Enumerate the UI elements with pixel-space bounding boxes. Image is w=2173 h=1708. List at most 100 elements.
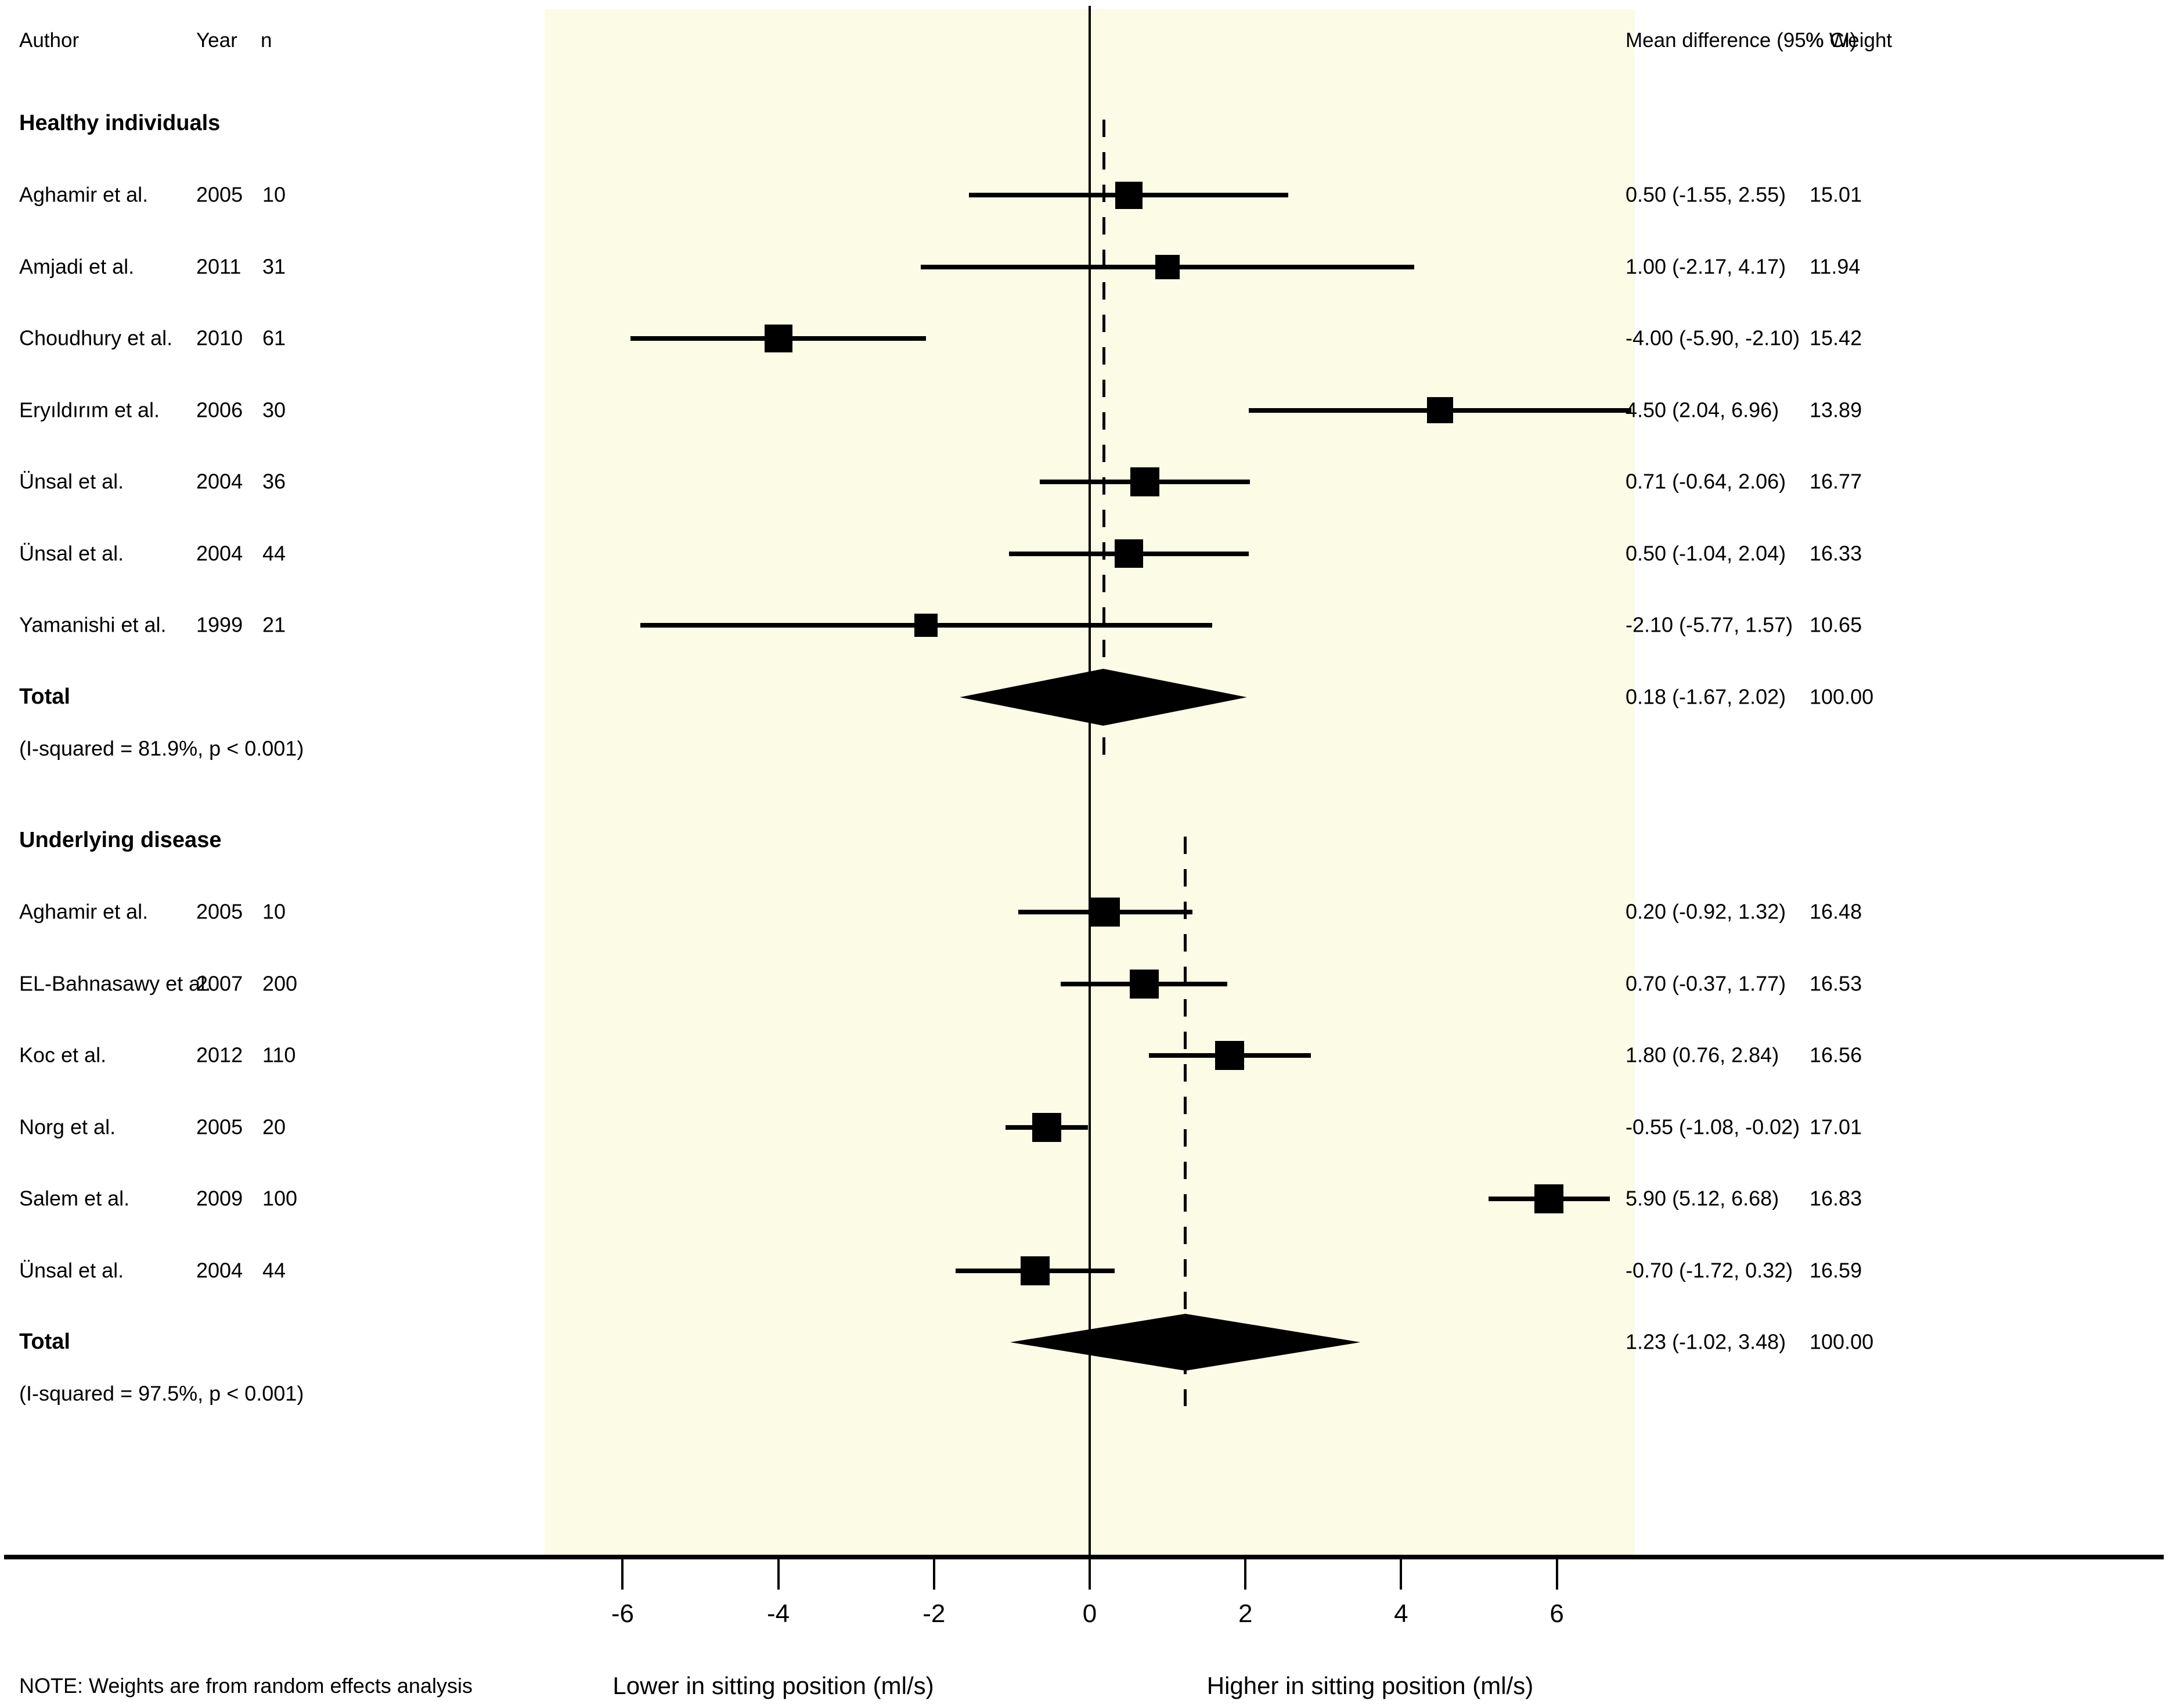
x-axis-label-right: Higher in sitting position (ml/s): [1206, 1672, 1534, 1699]
point-estimate-box: [1090, 898, 1120, 927]
x-axis-tick: [1089, 1557, 1091, 1590]
study-weight: 17.01: [1810, 1114, 1862, 1138]
total-weight: 100.00: [1810, 684, 1874, 708]
x-axis-line: [4, 1555, 2164, 1559]
group-heading: Healthy individuals: [19, 110, 221, 135]
study-author: Aghamir et al.: [19, 899, 149, 924]
study-weight: 16.77: [1810, 469, 1862, 493]
study-ci-text: 0.50 (-1.55, 2.55): [1626, 182, 1786, 207]
random-effects-note: NOTE: Weights are from random effects an…: [19, 1674, 473, 1698]
study-ci-text: 0.20 (-0.92, 1.32): [1626, 899, 1786, 924]
study-ci-text: -0.70 (-1.72, 0.32): [1626, 1257, 1793, 1282]
pooled-estimate-dashed-line: [1102, 120, 1105, 761]
study-n: 21: [262, 612, 286, 637]
point-estimate-box: [1021, 1256, 1050, 1285]
study-ci-text: -2.10 (-5.77, 1.57): [1626, 612, 1793, 637]
x-axis-tick-label: 2: [1238, 1599, 1253, 1628]
column-header-author: Author: [19, 28, 80, 52]
pooled-diamond: [960, 668, 1247, 726]
study-author: Koc et al.: [19, 1043, 107, 1067]
study-year: 2006: [196, 397, 243, 421]
study-year: 2007: [196, 971, 243, 995]
x-axis-tick-label: -6: [611, 1599, 634, 1628]
point-estimate-box: [1115, 181, 1143, 209]
study-n: 31: [262, 254, 286, 278]
study-n: 30: [262, 397, 286, 421]
study-n: 36: [262, 469, 286, 493]
study-ci-text: 0.71 (-0.64, 2.06): [1626, 469, 1786, 493]
study-year: 2005: [196, 182, 243, 207]
heterogeneity-text: (I-squared = 97.5%, p < 0.001): [19, 1381, 304, 1406]
pooled-diamond: [1010, 1314, 1361, 1371]
study-author: Ünsal et al.: [19, 469, 124, 493]
study-author: Eryıldırım et al.: [19, 397, 160, 421]
study-weight: 13.89: [1810, 397, 1862, 421]
study-n: 61: [262, 326, 286, 350]
study-ci-text: 5.90 (5.12, 6.68): [1626, 1186, 1779, 1210]
study-ci-text: 0.50 (-1.04, 2.04): [1626, 540, 1786, 565]
point-estimate-box: [1534, 1184, 1564, 1213]
study-author: Norg et al.: [19, 1114, 116, 1138]
study-weight: 16.48: [1810, 899, 1862, 924]
point-estimate-box: [764, 325, 792, 352]
point-estimate-box: [1155, 254, 1180, 279]
x-axis-tick: [1400, 1557, 1403, 1590]
total-ci-text: 0.18 (-1.67, 2.02): [1626, 684, 1786, 708]
point-estimate-box: [914, 614, 938, 637]
study-n: 100: [262, 1186, 298, 1210]
study-author: Aghamir et al.: [19, 182, 149, 207]
x-axis-label-left: Lower in sitting position (ml/s): [612, 1672, 934, 1699]
total-label: Total: [19, 1329, 70, 1354]
total-ci-text: 1.23 (-1.02, 3.48): [1626, 1329, 1786, 1354]
pooled-estimate-dashed-line: [1184, 837, 1187, 1406]
study-year: 2010: [196, 326, 243, 350]
x-axis-tick-label: -4: [767, 1599, 790, 1628]
column-header-year: Year: [196, 28, 237, 52]
study-weight: 11.94: [1810, 254, 1861, 278]
study-n: 44: [262, 540, 286, 565]
study-weight: 16.33: [1810, 540, 1862, 565]
study-ci-text: 0.70 (-0.37, 1.77): [1626, 971, 1786, 995]
point-estimate-box: [1215, 1041, 1245, 1070]
study-ci-text: 4.50 (2.04, 6.96): [1626, 397, 1779, 421]
x-axis-tick: [621, 1557, 624, 1590]
x-axis-tick: [777, 1557, 780, 1590]
zero-line: [1089, 6, 1091, 1557]
study-year: 2004: [196, 469, 243, 493]
study-ci-text: -4.00 (-5.90, -2.10): [1626, 326, 1800, 350]
study-weight: 15.42: [1810, 326, 1862, 350]
study-n: 110: [262, 1043, 296, 1067]
x-axis-tick: [1555, 1557, 1558, 1590]
point-estimate-box: [1032, 1112, 1062, 1142]
study-author: Yamanishi et al.: [19, 612, 167, 637]
study-author: Amjadi et al.: [19, 254, 135, 278]
study-ci-text: -0.55 (-1.08, -0.02): [1626, 1114, 1800, 1138]
point-estimate-box: [1130, 467, 1160, 496]
study-author: Ünsal et al.: [19, 1257, 124, 1282]
study-weight: 16.59: [1810, 1257, 1862, 1282]
heterogeneity-text: (I-squared = 81.9%, p < 0.001): [19, 736, 304, 760]
study-year: 2009: [196, 1186, 243, 1210]
group-heading: Underlying disease: [19, 827, 222, 852]
study-n: 200: [262, 971, 298, 995]
point-estimate-box: [1114, 539, 1143, 568]
study-ci-text: 1.00 (-2.17, 4.17): [1626, 254, 1786, 278]
x-axis-tick: [1244, 1557, 1247, 1590]
study-n: 10: [262, 899, 286, 924]
study-weight: 16.56: [1810, 1043, 1862, 1067]
column-header-mean-difference: Mean difference (95% CI): [1626, 28, 1857, 52]
study-n: 44: [262, 1257, 286, 1282]
x-axis-tick-label: 0: [1082, 1599, 1097, 1628]
column-header-n: n: [261, 28, 272, 52]
column-header-weight: % Weight: [1806, 28, 1893, 52]
study-n: 10: [262, 182, 286, 207]
study-weight: 10.65: [1810, 612, 1862, 637]
x-axis-tick: [932, 1557, 935, 1590]
study-n: 20: [262, 1114, 286, 1138]
study-year: 2012: [196, 1043, 243, 1067]
study-author: Ünsal et al.: [19, 540, 124, 565]
total-weight: 100.00: [1810, 1329, 1874, 1354]
study-year: 2005: [196, 899, 243, 924]
point-estimate-box: [1426, 397, 1453, 423]
